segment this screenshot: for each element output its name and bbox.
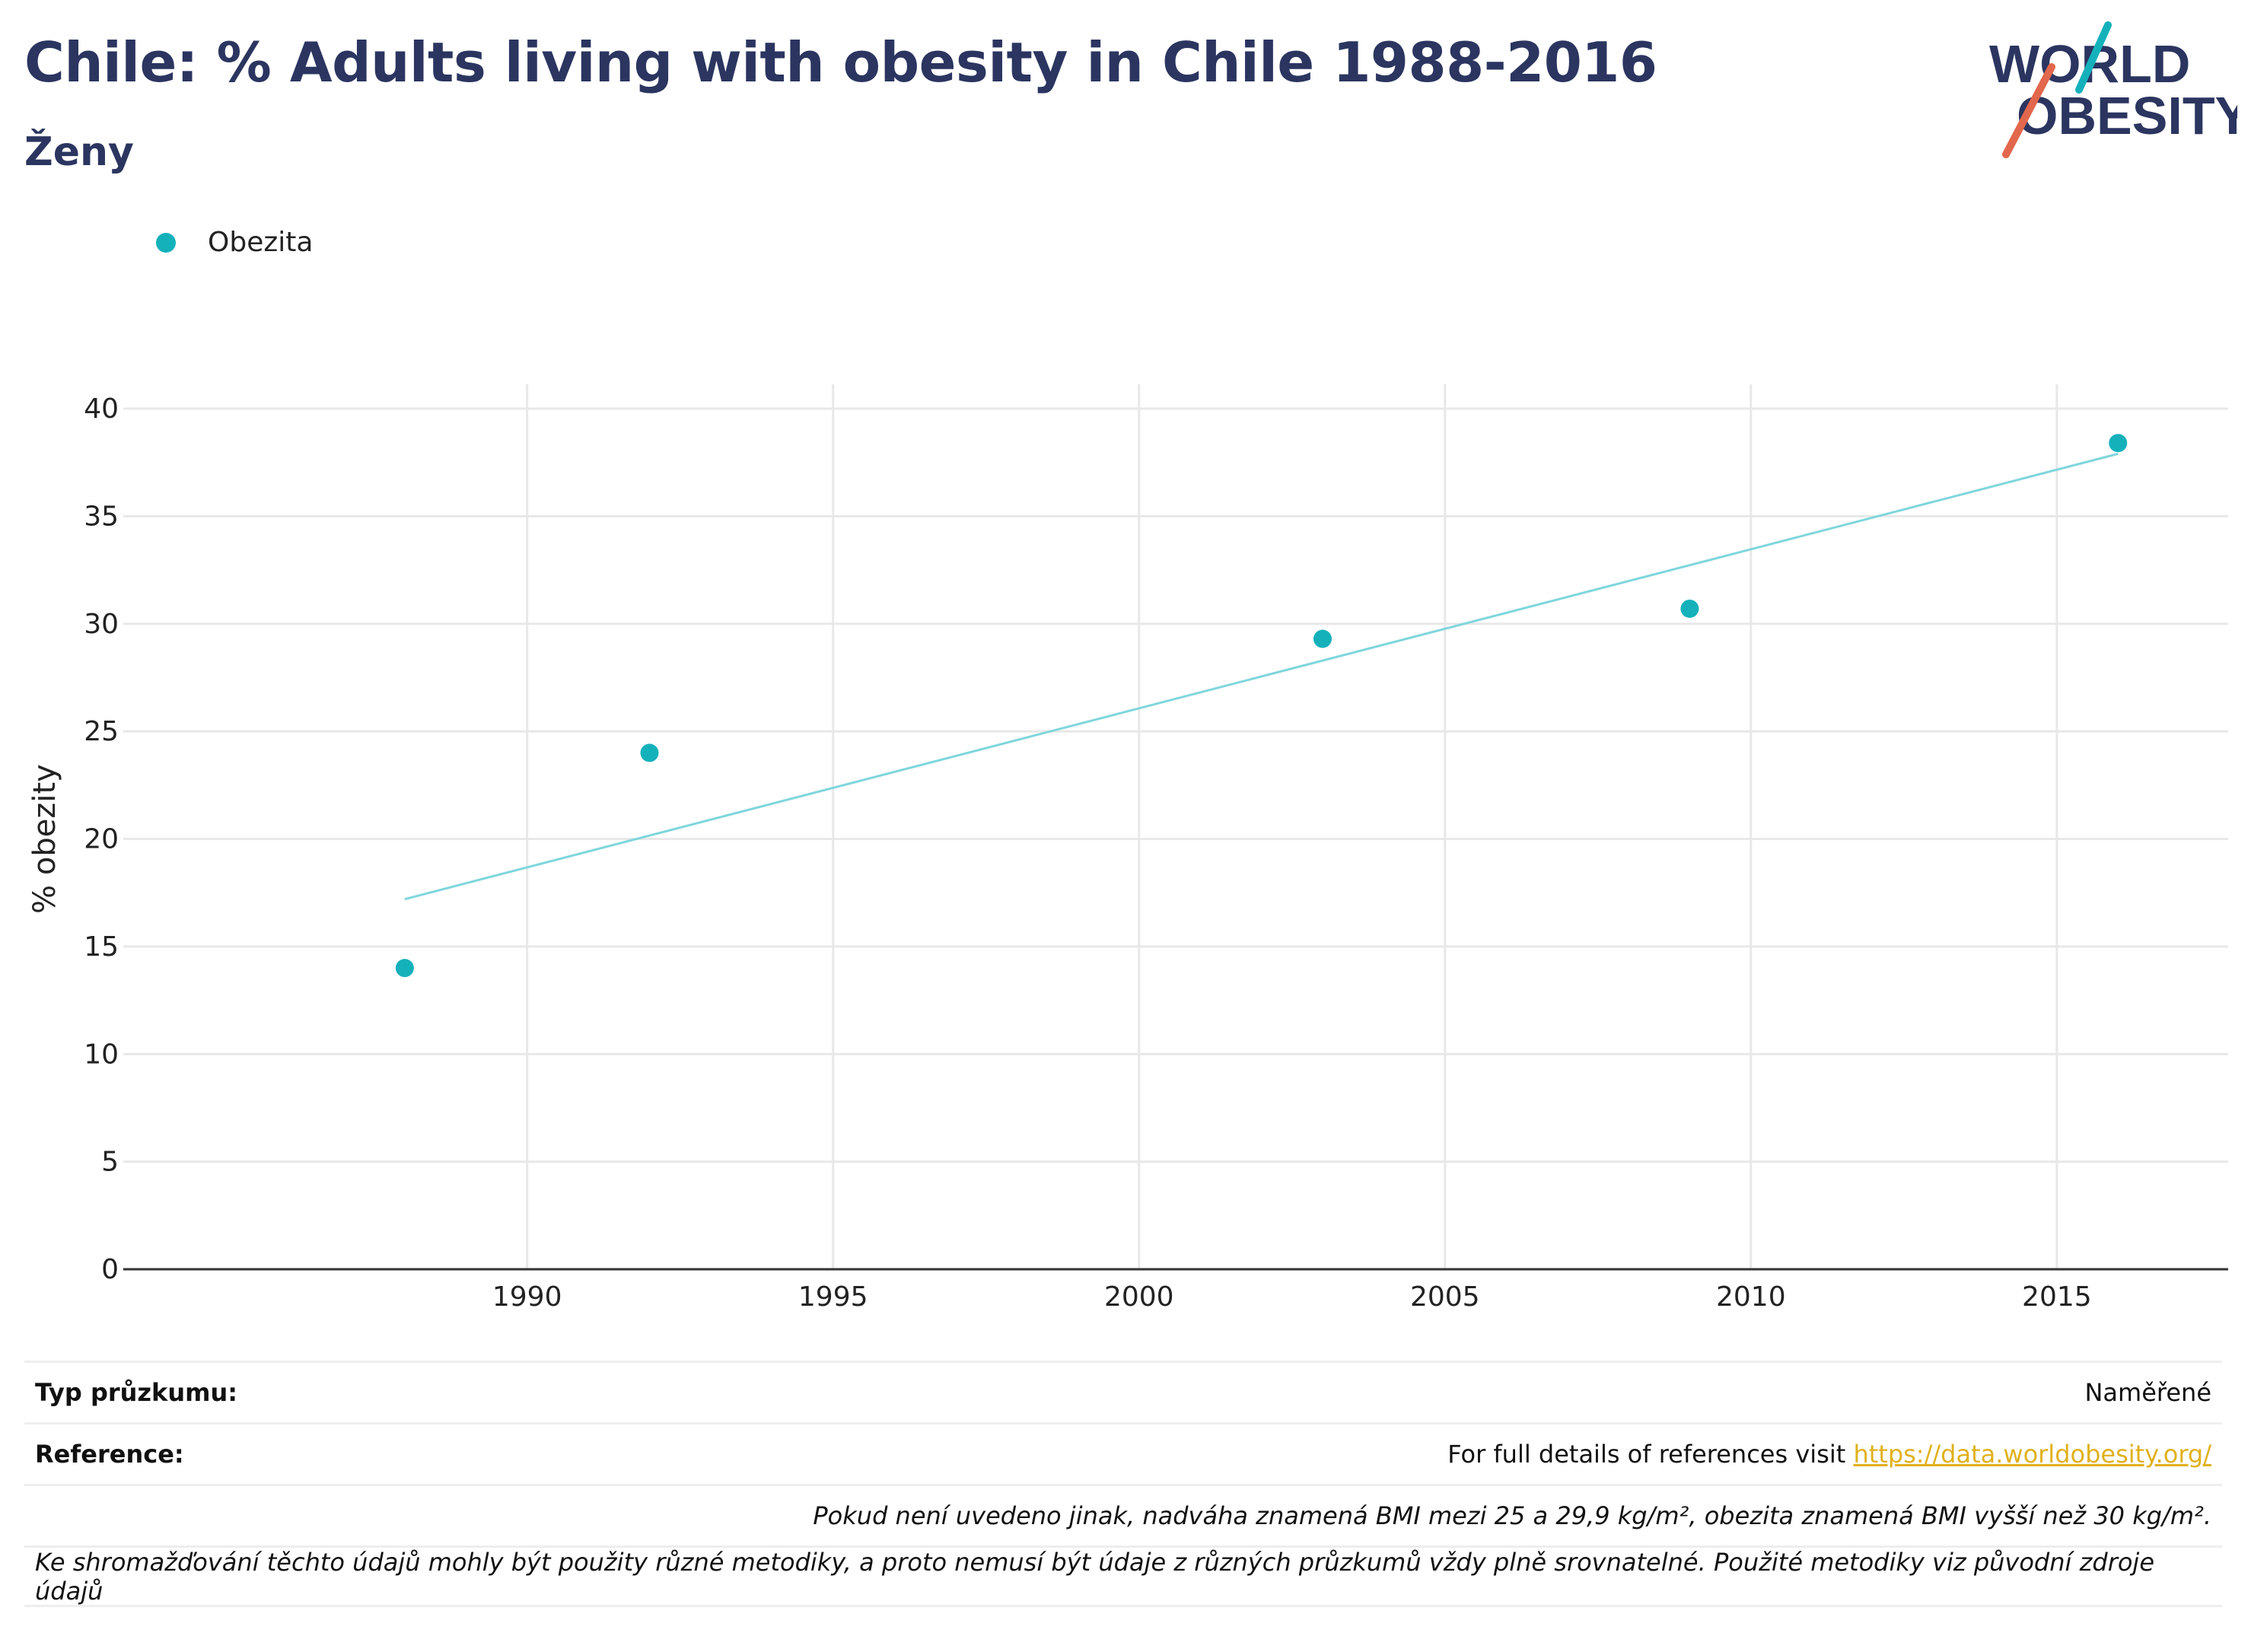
y-tick-label: 0 xyxy=(101,1254,119,1285)
data-point xyxy=(1313,629,1332,648)
logo-teal-slash xyxy=(2075,21,2112,94)
x-tick-label: 2000 xyxy=(1104,1281,1174,1313)
chart-subtitle: Ženy xyxy=(24,129,134,175)
x-tick-label: 2005 xyxy=(1410,1281,1480,1313)
bmi-definition-note: Pokud není uvedeno jinak, nadváha znamen… xyxy=(813,1501,2211,1530)
x-tick-label: 2010 xyxy=(1716,1281,1786,1313)
x-tick-label: 1990 xyxy=(492,1281,562,1313)
scatter-chart: 0 5 10 15 20 25 30 35 40 1990 1995 2000 2005 2010 2015… xyxy=(27,384,2228,1313)
data-point xyxy=(640,743,659,762)
data-point xyxy=(2109,434,2128,453)
y-axis-label: % obezity xyxy=(27,764,62,914)
reference-value: For full details of references visit htt… xyxy=(1447,1440,2211,1469)
y-tick-label: 20 xyxy=(84,824,119,855)
legend-label-obezita: Obezita xyxy=(208,227,314,258)
logo-red-slash xyxy=(2002,63,2055,158)
x-tick-label: 1995 xyxy=(798,1281,868,1313)
world-obesity-logo: WORLD OBESITY xyxy=(1989,21,2237,158)
y-tick-label: 30 xyxy=(84,609,119,640)
reference-row: Reference: For full details of reference… xyxy=(24,1422,2222,1484)
chart-title: Chile: % Adults living with obesity in C… xyxy=(24,30,1657,94)
data-point xyxy=(395,959,414,978)
logo-line-obesity: OBESITY xyxy=(2017,86,2237,145)
bmi-note-row: Pokud není uvedeno jinak, nadváha znamen… xyxy=(24,1484,2222,1545)
y-tick-label: 10 xyxy=(84,1039,119,1070)
y-tick-label: 25 xyxy=(84,716,119,747)
survey-type-label: Typ průzkumu: xyxy=(35,1378,238,1407)
y-tick-label: 15 xyxy=(84,931,119,963)
y-tick-label: 5 xyxy=(101,1147,119,1178)
trend-line xyxy=(404,452,2119,901)
survey-type-row: Typ průzkumu: Naměřené xyxy=(24,1361,2222,1422)
y-tick-label: 35 xyxy=(84,501,119,532)
data-point xyxy=(1680,599,1699,618)
chart-legend: Obezita xyxy=(156,227,313,258)
y-tick-label: 40 xyxy=(84,393,119,425)
legend-marker-obezita xyxy=(156,232,176,253)
methodology-note-row: Ke shromažďování těchto údajů mohly být … xyxy=(24,1545,2222,1607)
methodology-note: Ke shromažďování těchto údajů mohly být … xyxy=(35,1547,2154,1606)
reference-label: Reference: xyxy=(35,1440,184,1469)
reference-text: For full details of references visit xyxy=(1447,1440,1854,1469)
survey-type-value: Naměřené xyxy=(2084,1378,2211,1407)
info-table: Typ průzkumu: Naměřené Reference: For fu… xyxy=(24,1361,2222,1607)
x-tick-label: 2015 xyxy=(2022,1281,2092,1313)
reference-link[interactable]: https://data.worldobesity.org/ xyxy=(1853,1440,2211,1469)
